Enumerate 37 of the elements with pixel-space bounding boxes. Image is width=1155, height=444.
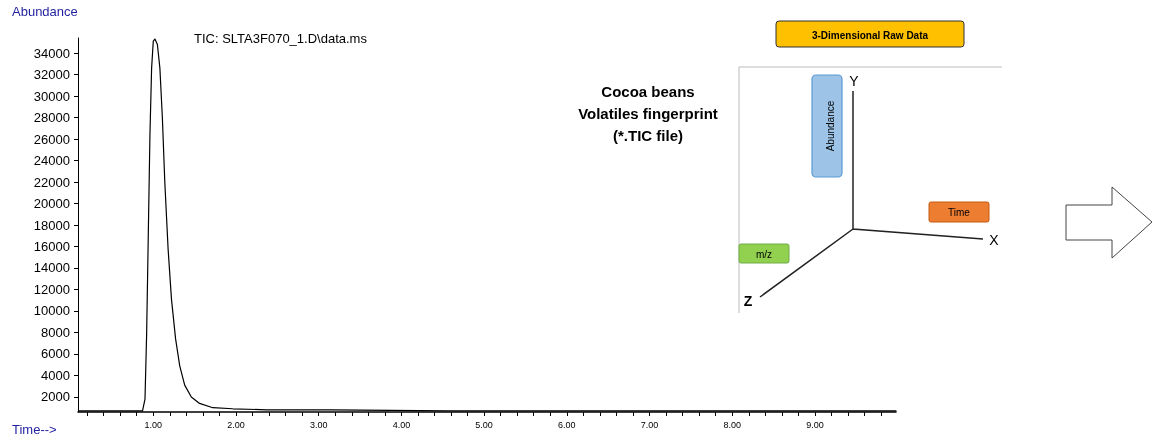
y-axis-title: Abundance xyxy=(12,4,78,19)
chart-title: TIC: SLTA3F070_1.D\data.ms xyxy=(194,31,368,46)
text: X xyxy=(989,232,1000,248)
annotation: 3-Dimensional Raw Data xyxy=(811,30,929,41)
annotation: Abundance xyxy=(824,100,836,152)
y-tick-label: 6000 xyxy=(41,346,70,362)
text: Time xyxy=(948,207,971,218)
y-tick-label: 8000 xyxy=(41,324,70,340)
x-tick-label: 5.00 xyxy=(475,419,493,430)
y-tick-label: 28000 xyxy=(33,110,70,126)
x-tick-label: 9.00 xyxy=(806,419,824,430)
x-tick-label: 2.00 xyxy=(227,419,245,430)
annotation: Z xyxy=(743,293,753,309)
annotation: Y xyxy=(849,73,860,89)
x-tick-label: 8.00 xyxy=(723,419,741,430)
y-tick-label: 12000 xyxy=(33,281,70,297)
y-tick-label: 2000 xyxy=(41,389,70,405)
x-tick-label: 4.00 xyxy=(392,419,411,430)
y-tick-label: 16000 xyxy=(33,238,70,254)
x-axis-title: Time--> xyxy=(12,422,57,437)
y-tick-label: 20000 xyxy=(33,196,70,212)
y-tick-label: 14000 xyxy=(33,260,70,276)
y-tick-label: 10000 xyxy=(33,303,70,319)
y-tick-label: 30000 xyxy=(33,88,70,104)
y-tick-label: 26000 xyxy=(33,131,70,147)
x-tick-label: 3.00 xyxy=(309,419,328,430)
x-tick-label: 7.00 xyxy=(640,419,659,430)
x-tick-label: 1.00 xyxy=(144,419,163,430)
y-tick-label: 34000 xyxy=(33,45,70,61)
y-tick-label: 22000 xyxy=(33,174,70,190)
y-tick-label: 32000 xyxy=(33,67,70,83)
x-tick-label: 6.00 xyxy=(558,419,576,430)
y-tick-label: 24000 xyxy=(33,153,70,169)
annotation: m/z xyxy=(755,249,773,260)
y-tick-label: 18000 xyxy=(33,217,70,233)
y-tick-label: 4000 xyxy=(41,367,70,383)
annotation: Cocoa beans Volatiles fingerprint (*.TIC file) xyxy=(578,83,718,144)
